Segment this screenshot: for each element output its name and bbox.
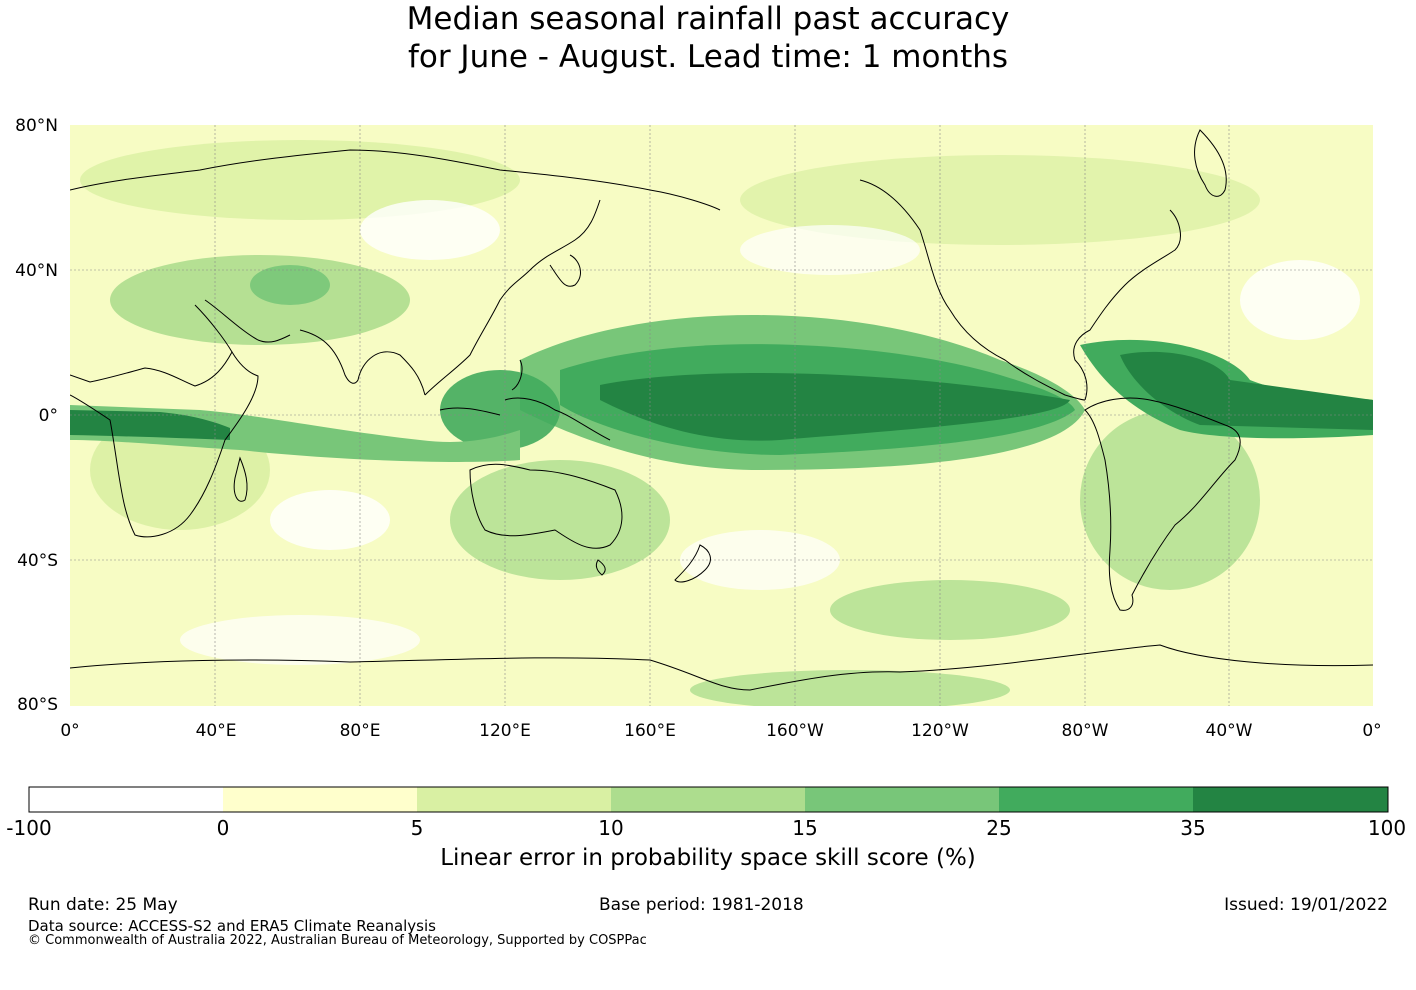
arctic-eurasia-coastline (70, 149, 721, 211)
colorbar-swatch (417, 787, 611, 812)
run-date: Run date: 25 May (28, 895, 178, 915)
colorbar-tick: 0 (216, 816, 230, 840)
colorbar-swatch (1193, 787, 1388, 812)
lon-label: 0° (60, 721, 79, 741)
colorbar-tick: 15 (792, 816, 818, 840)
colorbar-swatch (999, 787, 1193, 812)
skill-patch (740, 155, 1260, 245)
skill-patch (740, 225, 920, 275)
skill-patch (680, 530, 840, 590)
skill-patch (830, 580, 1070, 640)
colorbar-swatch (611, 787, 805, 812)
colorbar-tick: 10 (598, 816, 624, 840)
data-source: Data source: ACCESS-S2 and ERA5 Climate … (28, 917, 436, 935)
chart-title: Median seasonal rainfall past accuracy f… (0, 0, 1416, 76)
skill-patch (110, 255, 410, 345)
graticule (70, 125, 1373, 706)
japan-coastline (549, 254, 581, 287)
maritime-continent-coastline (439, 359, 611, 441)
lon-label: 80°W (1062, 721, 1109, 741)
lon-label: 40°E (196, 721, 237, 741)
lon-label: 40°W (1206, 721, 1253, 741)
colorbar-swatch (805, 787, 999, 812)
lon-label: 160°E (624, 721, 676, 741)
lat-label: 40°S (17, 551, 58, 571)
south-asia-coastline (299, 329, 426, 396)
africa-coastline (70, 350, 259, 538)
colorbar-tick: 35 (1180, 816, 1206, 840)
lat-label: 80°S (17, 695, 58, 715)
base-period: Base period: 1981-2018 (599, 895, 804, 915)
tasmania-coastline (595, 559, 606, 576)
antarctica-coastline (70, 644, 1373, 691)
south-america-coastline (1084, 397, 1241, 611)
lon-label: 120°E (479, 721, 531, 741)
arabia-coastline (194, 299, 291, 353)
skill-patch (80, 140, 520, 220)
new-zealand-coastline (674, 544, 711, 583)
lon-label: 0° (1362, 721, 1381, 741)
lon-label: 120°W (911, 721, 969, 741)
north-america-west-coastline (859, 179, 1086, 401)
skill-patch (1120, 351, 1373, 430)
skill-patch (360, 200, 500, 260)
issued-date: Issued: 19/01/2022 (1224, 895, 1388, 915)
copyright-notice: © Commonwealth of Australia 2022, Austra… (28, 933, 647, 948)
colorbar-tick: -100 (6, 816, 52, 840)
australia-coastline (469, 463, 623, 549)
colorbar-label: Linear error in probability space skill … (440, 845, 976, 871)
colorbar-tick: 25 (986, 816, 1012, 840)
skill-patch (270, 490, 390, 550)
skill-patch (250, 265, 330, 305)
skill-score-field (70, 125, 1373, 706)
skill-patch (450, 460, 670, 580)
lon-label: 80°E (340, 721, 381, 741)
north-america-east-coastline (1073, 209, 1181, 401)
colorbar-swatch (223, 787, 417, 812)
lat-label: 80°N (15, 116, 58, 136)
skill-patch (440, 370, 560, 450)
skill-patch (1080, 410, 1260, 590)
lat-label: 0° (39, 406, 58, 426)
colorbar-swatch (29, 787, 223, 812)
coastlines (70, 129, 1373, 691)
skill-patch (600, 373, 1070, 441)
colorbar-frame (28, 786, 1389, 813)
skill-patch (180, 615, 420, 665)
greenland-coastline (1194, 129, 1227, 197)
skill-patch (70, 410, 230, 440)
madagascar-coastline (233, 456, 248, 502)
lat-label: 40°N (15, 261, 58, 281)
skill-patch (1240, 260, 1360, 340)
lon-label: 160°W (766, 721, 824, 741)
title-line-2: for June - August. Lead time: 1 months (407, 39, 1009, 75)
title-line-1: Median seasonal rainfall past accuracy (406, 1, 1010, 37)
colorbar (28, 786, 1389, 813)
east-asia-coastline (424, 199, 601, 396)
colorbar-tick: 5 (410, 816, 424, 840)
colorbar-tick: 100 (1367, 816, 1407, 840)
skill-patch (690, 670, 1010, 706)
